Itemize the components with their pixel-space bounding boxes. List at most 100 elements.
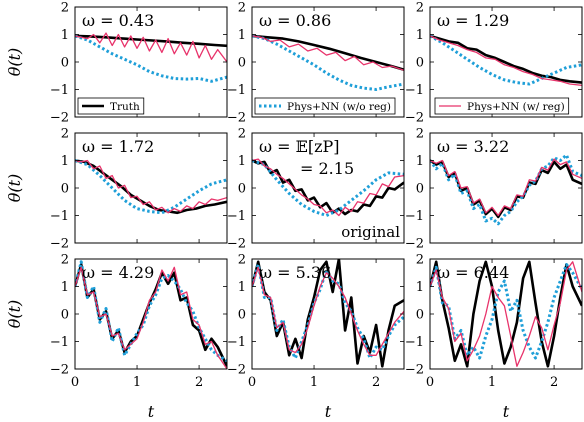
panel-8-series xyxy=(252,259,404,368)
y-tick-label: 0 xyxy=(416,56,424,71)
y-tick-label: 0 xyxy=(61,308,69,323)
y-tick-label: −2 xyxy=(405,111,424,126)
series-line-phys-nn-w-o-reg- xyxy=(430,153,582,226)
y-axis-title-row-2: θ(t) xyxy=(5,300,24,329)
panel-2-series xyxy=(252,34,404,91)
series-line-phys-nn-w-o-reg- xyxy=(75,34,227,83)
y-tick-label: 2 xyxy=(416,253,424,268)
y-tick-label: 1 xyxy=(416,28,424,43)
y-tick-label: 0 xyxy=(238,308,246,323)
y-axis-title-row-1: θ(t) xyxy=(5,174,24,203)
series-line-phys-nn-w-o-reg- xyxy=(75,159,227,215)
panel-title: ω = 5.36 xyxy=(259,263,331,282)
y-tick-label: 0 xyxy=(416,182,424,197)
series-line-phys-nn-w-o-reg- xyxy=(252,159,404,217)
panel-title: ω = 0.43 xyxy=(82,11,154,30)
panel-9: −2 −1 0 1 2 0 1 2 ω = 6.44 xyxy=(405,253,583,390)
panel-1-series xyxy=(75,32,227,83)
y-tick-label: 1 xyxy=(61,280,69,295)
y-tick-label: −2 xyxy=(227,363,246,378)
legend-label: Truth xyxy=(110,101,140,113)
y-tick-label: 2 xyxy=(61,253,69,268)
series-line-phys-nn-w-reg- xyxy=(430,35,582,87)
series-line-phys-nn-w-reg- xyxy=(252,35,404,71)
panel-3-series xyxy=(430,34,582,87)
series-line-truth xyxy=(430,159,582,219)
x-tick-label: 2 xyxy=(550,375,558,390)
series-line-phys-nn-w-o-reg- xyxy=(252,34,404,91)
panel-5: −2 −1 0 1 2 ω = 𝔼[zP] = 2.15 original xyxy=(227,127,405,252)
y-tick-label: −1 xyxy=(405,83,424,98)
legend-box xyxy=(254,97,396,115)
panel-2: −2 −1 0 1 2 ω = 0.86 Phys+NN (w/o reg) xyxy=(227,1,405,126)
y-tick-label: 1 xyxy=(238,280,246,295)
y-tick-label: −2 xyxy=(50,237,69,252)
series-line-truth xyxy=(430,260,582,368)
y-tick-label: −1 xyxy=(227,83,246,98)
y-tick-label: 1 xyxy=(416,280,424,295)
y-tick-label: −1 xyxy=(405,335,424,350)
panel-title: ω = 0.86 xyxy=(259,11,331,30)
series-line-phys-nn-w-reg- xyxy=(252,158,404,217)
y-tick-label: 2 xyxy=(416,127,424,142)
y-tick-label: −1 xyxy=(50,335,69,350)
series-line-phys-nn-w-reg- xyxy=(430,158,582,217)
x-axis-title-col-1: t xyxy=(325,402,332,421)
x-tick-label: 0 xyxy=(248,375,256,390)
y-tick-label: −2 xyxy=(50,363,69,378)
series-line-truth xyxy=(75,159,227,215)
panel-7-series xyxy=(75,260,227,369)
y-tick-label: 1 xyxy=(238,28,246,43)
x-tick-label: 2 xyxy=(372,375,380,390)
y-tick-label: −1 xyxy=(50,209,69,224)
series-line-phys-nn-w-reg- xyxy=(75,32,227,63)
series-line-phys-nn-w-o-reg- xyxy=(75,260,227,363)
panel-6-series xyxy=(430,153,582,226)
y-axis-title-row-0: θ(t) xyxy=(5,48,24,77)
y-tick-label: −1 xyxy=(405,209,424,224)
y-tick-label: 1 xyxy=(416,154,424,169)
y-tick-label: −2 xyxy=(405,363,424,378)
y-tick-label: −2 xyxy=(227,111,246,126)
y-tick-label: 1 xyxy=(61,28,69,43)
panel-title: = 2.15 xyxy=(300,159,354,178)
y-tick-label: −2 xyxy=(227,237,246,252)
series-line-phys-nn-w-reg- xyxy=(75,159,227,214)
x-axis-title-col-0: t xyxy=(148,402,155,421)
y-tick-label: 0 xyxy=(61,182,69,197)
panel-title: ω = 6.44 xyxy=(437,263,509,282)
x-tick-label: 1 xyxy=(310,375,318,390)
panel-title: ω = 1.29 xyxy=(437,11,509,30)
panel-3: −2 −1 0 1 2 ω = 1.29 Phys+NN (w/ reg) xyxy=(405,1,583,126)
x-tick-label: 2 xyxy=(195,375,203,390)
legend-phys-nn-w-o-reg-: Phys+NN (w/o reg) xyxy=(254,97,396,115)
x-tick-label: 0 xyxy=(426,375,434,390)
y-tick-label: 2 xyxy=(238,253,246,268)
legend-label: Phys+NN (w/ reg) xyxy=(467,101,565,113)
panel-title: ω = 4.29 xyxy=(82,263,154,282)
y-tick-label: 2 xyxy=(61,1,69,16)
y-tick-label: 2 xyxy=(238,1,246,16)
panel-5-series xyxy=(252,158,404,217)
y-tick-label: 0 xyxy=(416,308,424,323)
panel-note: original xyxy=(341,223,400,241)
y-tick-label: −2 xyxy=(50,111,69,126)
x-tick-label: 1 xyxy=(488,375,496,390)
panel-title: ω = 𝔼[zP] xyxy=(259,137,340,156)
y-tick-label: −1 xyxy=(227,209,246,224)
y-tick-label: −2 xyxy=(405,237,424,252)
series-line-phys-nn-w-reg- xyxy=(75,266,227,369)
legend-box xyxy=(434,97,570,115)
y-tick-label: 1 xyxy=(238,154,246,169)
panel-7: −2 −1 0 1 2 0 1 2 ω = 4.29 xyxy=(50,253,228,390)
panel-8: −2 −1 0 1 2 0 1 2 ω = 5.36 xyxy=(227,253,405,390)
series-line-phys-nn-w-o-reg- xyxy=(430,34,582,86)
panel-1: −2 −1 0 1 2 ω = 0.43 Truth xyxy=(50,1,228,126)
legend-box xyxy=(77,97,145,115)
x-tick-label: 1 xyxy=(133,375,141,390)
series-line-truth xyxy=(252,159,404,216)
y-tick-label: 0 xyxy=(238,182,246,197)
legend-phys-nn-w-reg-: Phys+NN (w/ reg) xyxy=(434,97,570,115)
series-line-truth xyxy=(252,34,404,71)
